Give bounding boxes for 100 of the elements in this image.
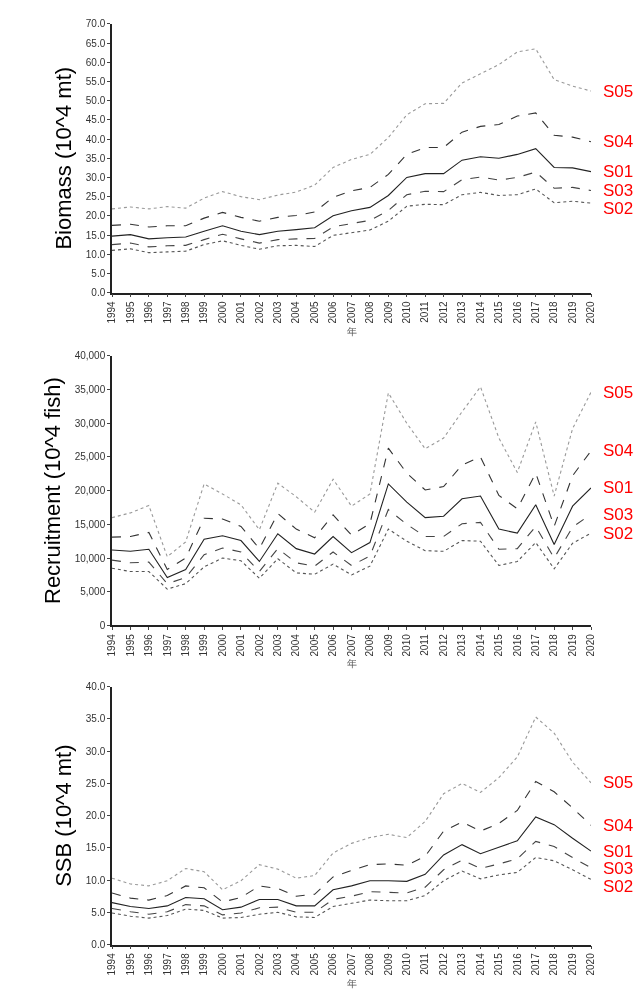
- x-tick-label: 2019: [566, 952, 578, 976]
- x-tick-label: 1994: [106, 300, 118, 324]
- x-tick-label: 2019: [566, 300, 578, 324]
- y-tick-label: 25.0: [85, 191, 106, 203]
- x-tick-label: 2017: [529, 300, 541, 324]
- x-tick-label: 1997: [161, 633, 173, 657]
- series-label: S02: [603, 524, 634, 543]
- x-tick-label: 2011: [419, 952, 431, 975]
- y-tick-label: 10.0: [85, 874, 106, 886]
- y-tick-label: 40,000: [74, 350, 106, 362]
- x-tick-label: 2008: [364, 300, 376, 324]
- y-tick-label: 35,000: [74, 384, 106, 396]
- x-tick-label: 2014: [474, 633, 486, 657]
- line-series: [112, 780, 591, 903]
- x-tick-label: 2016: [511, 300, 523, 324]
- y-tick-label: 10,000: [74, 552, 106, 564]
- x-tick-label: 2005: [308, 300, 320, 324]
- x-tick-label: 2015: [493, 633, 505, 657]
- y-tick-label: 10.0: [85, 248, 106, 260]
- x-tick-label: 2014: [474, 952, 486, 976]
- x-tick-label: 2018: [548, 633, 560, 657]
- x-tick-label: 2001: [235, 300, 247, 324]
- series-label: S04: [603, 441, 634, 460]
- x-tick-label: 2009: [382, 952, 394, 976]
- x-tick-label: 1998: [179, 300, 191, 324]
- x-tick-label: 2013: [456, 300, 468, 324]
- y-tick-label: 50.0: [85, 95, 106, 107]
- series-label: S02: [603, 877, 634, 896]
- x-tick-label: 2008: [364, 952, 376, 976]
- y-axis-title: Recruitment (10^4 fish): [39, 377, 65, 605]
- x-tick-label: 1998: [179, 633, 191, 657]
- y-tick-label: 30.0: [85, 171, 106, 183]
- x-tick-label: 2004: [290, 300, 302, 324]
- x-tick-label: 2004: [290, 633, 302, 657]
- y-tick-label: 35.0: [85, 152, 106, 164]
- x-tick-label: 1999: [198, 952, 210, 976]
- x-tick-label: 1995: [124, 952, 136, 976]
- x-tick-label: 2016: [511, 633, 523, 657]
- series-label: S04: [603, 132, 634, 151]
- x-tick-label: 2005: [308, 952, 320, 976]
- y-tick-label: 5.0: [91, 267, 106, 279]
- x-tick-label: 2017: [529, 952, 541, 976]
- line-series: [112, 840, 591, 916]
- x-tick-label: 2010: [401, 952, 413, 976]
- line-series: [112, 112, 591, 228]
- x-axis-title: 年: [346, 658, 357, 670]
- line-series: [112, 528, 591, 590]
- x-tick-label: 2009: [382, 633, 394, 657]
- y-tick-label: 15,000: [74, 518, 106, 530]
- x-tick-label: 2013: [456, 952, 468, 976]
- x-tick-label: 2004: [290, 952, 302, 976]
- x-tick-label: 2007: [345, 952, 357, 976]
- x-tick-label: 2015: [493, 952, 505, 976]
- y-axis-title: Biomass (10^4 mt): [51, 66, 77, 250]
- line-series: [112, 188, 591, 254]
- series-label: S05: [603, 773, 634, 792]
- x-tick-label: 1994: [106, 952, 118, 976]
- x-tick-label: 2001: [235, 633, 247, 657]
- line-series: [112, 447, 591, 571]
- x-tick-label: 2003: [272, 300, 284, 324]
- x-tick-label: 1994: [106, 633, 118, 657]
- y-tick-label: 35.0: [85, 713, 106, 725]
- series-label: S05: [603, 82, 634, 101]
- x-tick-label: 2000: [216, 300, 228, 324]
- y-axis-title: SSB (10^4 mt): [51, 744, 77, 887]
- y-tick-label: 25,000: [74, 451, 106, 463]
- y-tick-label: 40.0: [85, 681, 106, 693]
- x-tick-label: 2003: [272, 633, 284, 657]
- y-tick-label: 40.0: [85, 133, 106, 145]
- series-label: S05: [603, 383, 634, 402]
- y-tick-label: 55.0: [85, 75, 106, 87]
- y-tick-label: 65.0: [85, 37, 106, 49]
- x-tick-label: 1999: [198, 300, 210, 324]
- y-tick-label: 0.0: [91, 287, 106, 299]
- x-tick-label: 2020: [585, 633, 597, 657]
- x-tick-label: 2012: [437, 300, 449, 324]
- x-tick-label: 2003: [272, 952, 284, 976]
- y-tick-label: 20.0: [85, 210, 106, 222]
- x-tick-label: 2006: [327, 952, 339, 976]
- x-tick-label: 2010: [401, 633, 413, 657]
- x-tick-label: 1996: [143, 952, 155, 976]
- series-label: S03: [603, 859, 634, 878]
- x-tick-label: 2000: [216, 952, 228, 976]
- x-tick-label: 2010: [401, 300, 413, 324]
- x-tick-label: 2014: [474, 300, 486, 324]
- x-tick-label: 2012: [437, 633, 449, 657]
- series-label: S04: [603, 816, 634, 835]
- x-tick-label: 2002: [253, 300, 265, 324]
- y-tick-label: 0.0: [91, 939, 106, 951]
- x-tick-label: 1997: [161, 952, 173, 976]
- line-series: [112, 171, 591, 248]
- x-tick-label: 2001: [235, 952, 247, 976]
- x-tick-label: 2015: [493, 300, 505, 324]
- y-tick-label: 45.0: [85, 114, 106, 126]
- x-axis-title: 年: [346, 325, 357, 337]
- x-tick-label: 2019: [566, 633, 578, 657]
- x-tick-label: 2017: [529, 633, 541, 657]
- y-tick-label: 30,000: [74, 417, 106, 429]
- x-axis-title: 年: [346, 977, 357, 989]
- series-label: S01: [603, 478, 634, 497]
